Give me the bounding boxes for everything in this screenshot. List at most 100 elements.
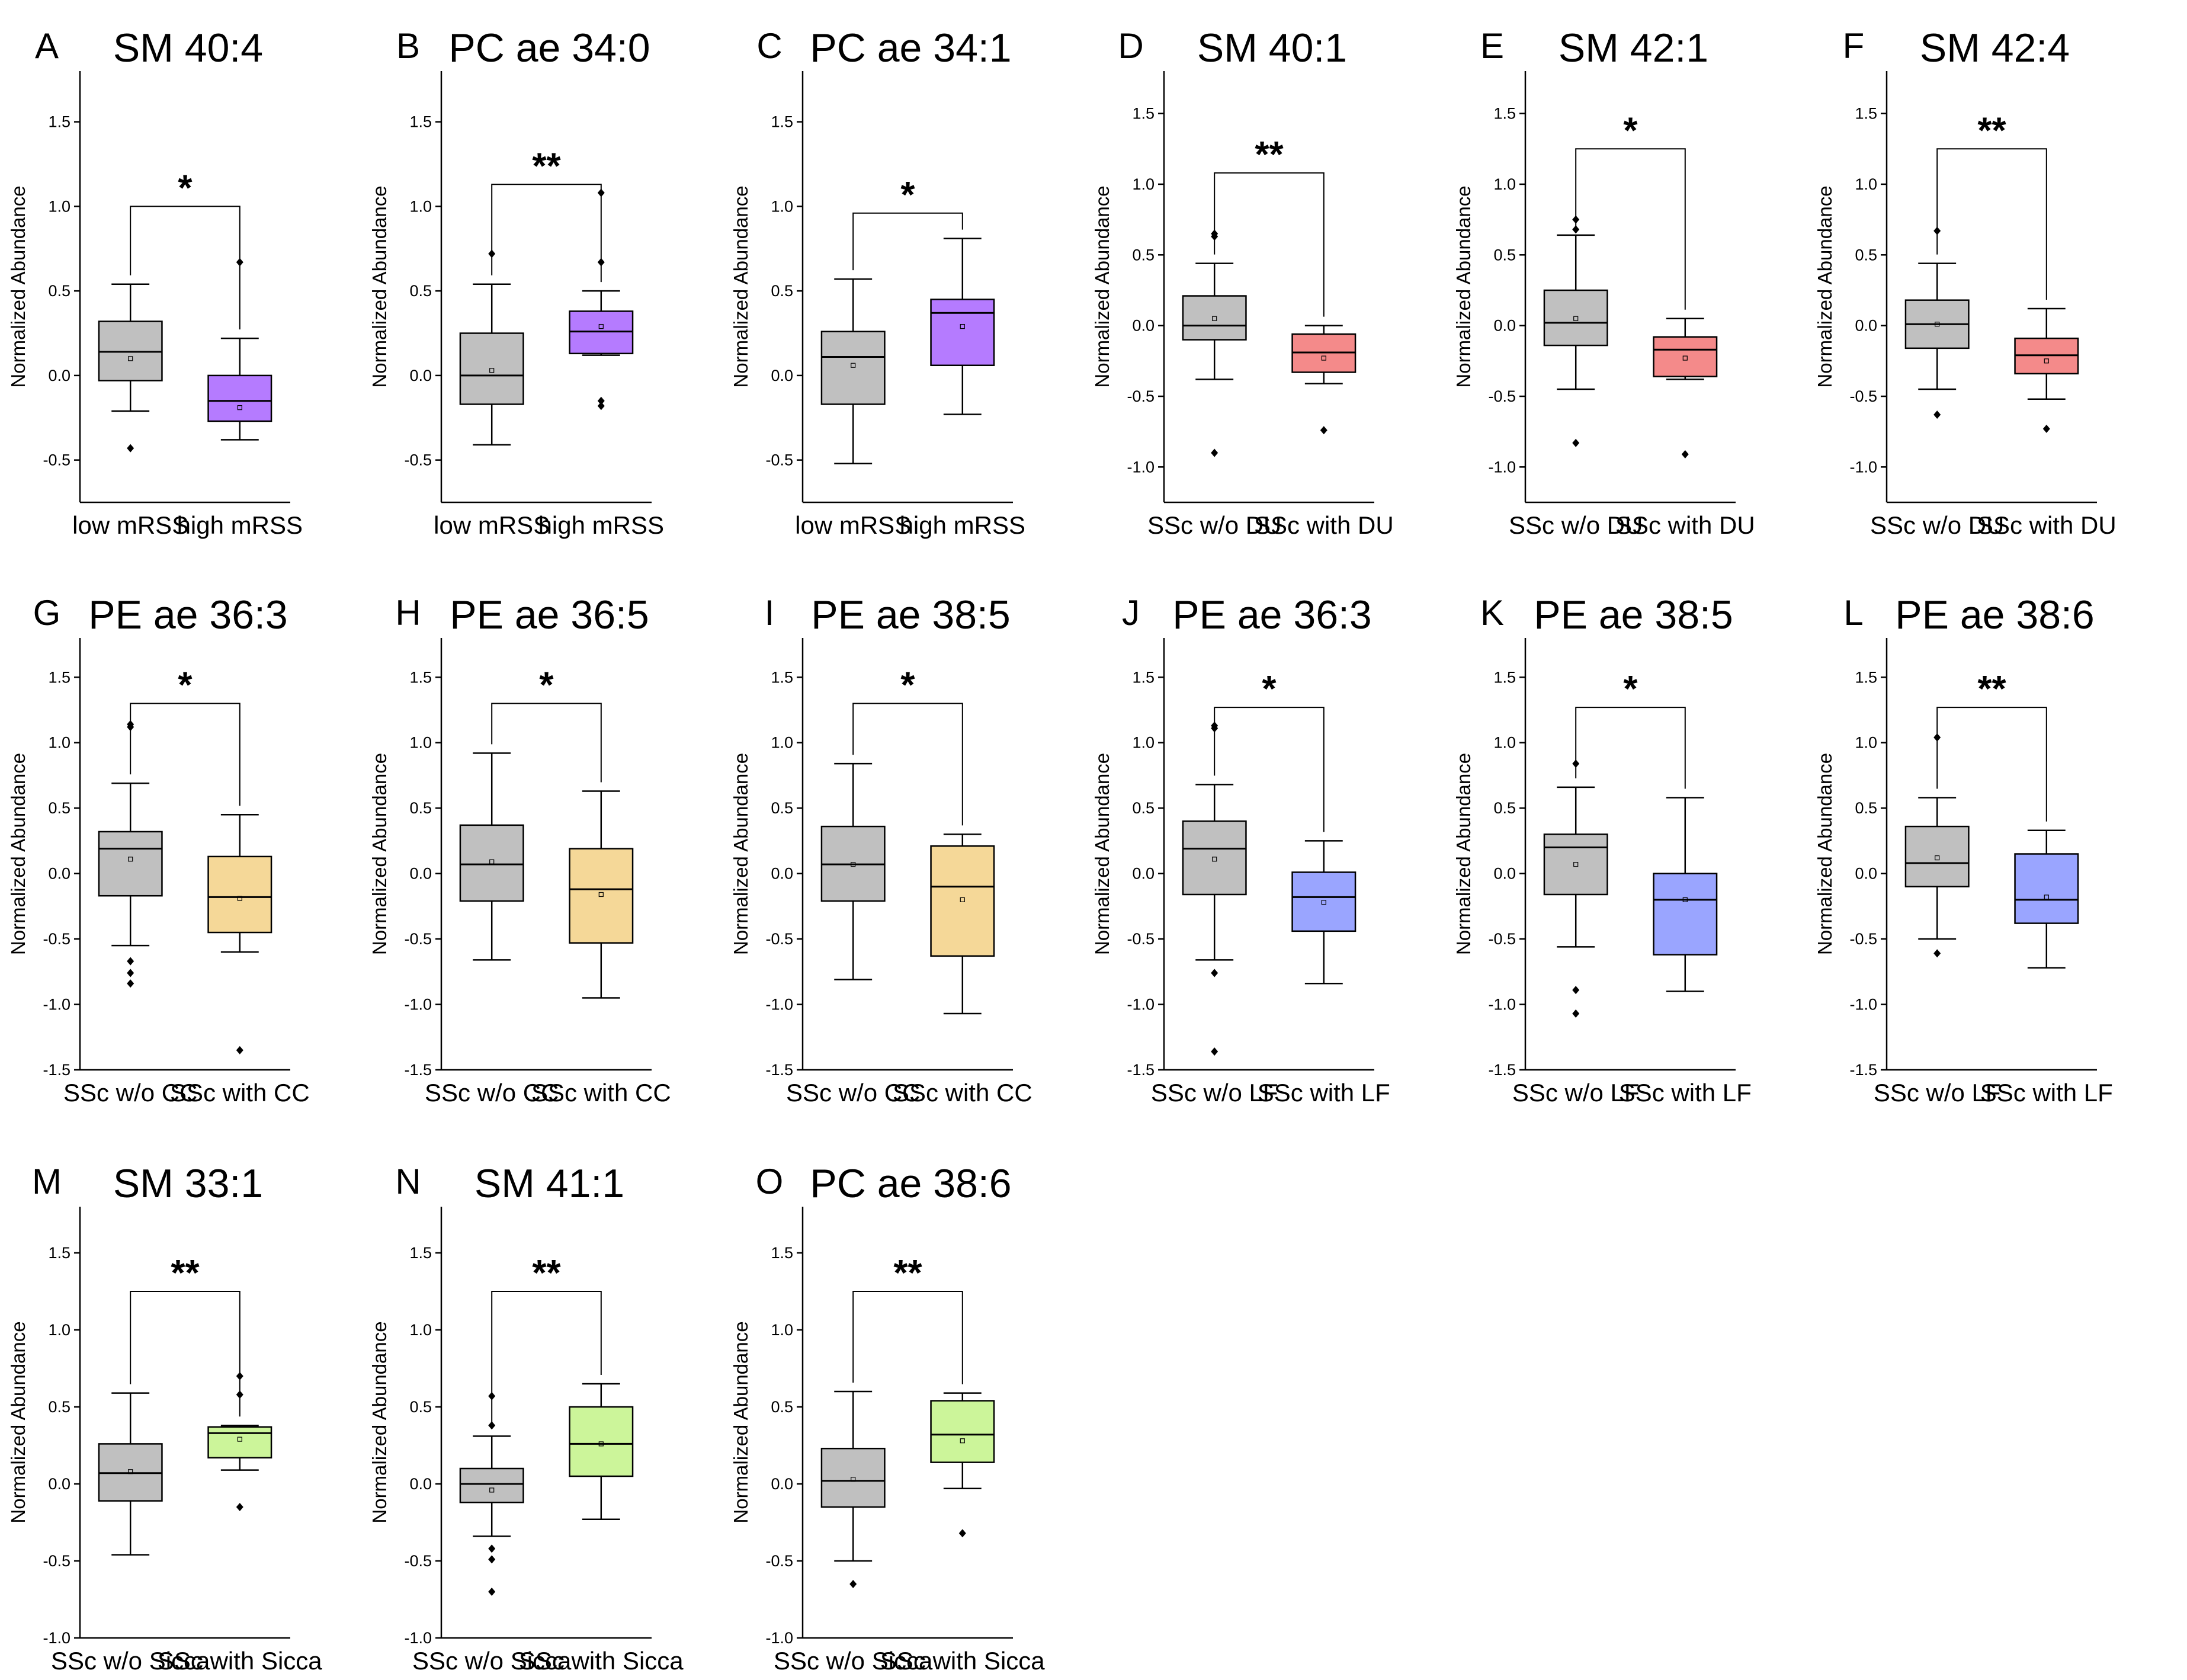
y-axis-label: Normalized Abundance [1814,185,1836,387]
outlier-point [488,1555,496,1564]
mean-marker [851,363,856,368]
y-tick-label: 1.5 [1132,668,1155,686]
box-group [207,855,272,934]
box-control [1182,295,1247,341]
significance-stars: * [178,665,193,706]
panel-h: H PE ae 36:5 Normalized Abundance -1.5 -1.0 -… [368,592,671,1107]
y-tick-label: 1.5 [409,668,432,686]
mean-marker [489,1487,495,1493]
significance-bracket [852,703,963,826]
y-axis-label: Normalized Abundance [7,753,29,955]
y-tick-label: 1.5 [1855,105,1877,123]
box-control [1182,820,1247,896]
y-tick-label: -0.5 [765,930,793,948]
y-tick-label: 1.5 [771,668,793,686]
outlier-point [1211,1047,1218,1056]
panel-letter: G [33,593,61,633]
significance-stars: ** [1977,110,2006,151]
significance-bracket [491,1291,602,1428]
y-tick-label: 0.0 [1493,865,1516,883]
outlier-point [488,1544,496,1553]
mean-marker [960,323,965,329]
panel-title: PE ae 38:6 [1895,592,2094,637]
significance-bracket [491,703,602,783]
panel-j: J PE ae 36:3 Normalized Abundance -1.5 -1.0 -… [1091,592,1390,1107]
outlier-point [236,1046,243,1054]
mean-marker [1935,855,1940,861]
x-category-label: SSc with CC [531,1079,671,1107]
y-tick-label: -1.0 [404,1629,432,1647]
box-control [1904,825,1970,887]
x-category-label: SSc with CC [893,1079,1032,1107]
y-tick-label: 1.5 [48,113,70,131]
y-axis-label: Normalized Abundance [368,1321,390,1523]
outlier-point [597,402,605,411]
x-category-label: SSc w/o Sicca [412,1647,572,1675]
y-tick-label: 1.5 [48,1244,70,1262]
significance-stars: ** [893,1253,922,1294]
x-category-label: SSc with LF [1980,1079,2113,1107]
panel-letter: D [1118,26,1143,66]
y-tick-label: 0.5 [1855,799,1877,817]
mean-marker [1212,316,1217,321]
y-axis-label: Normalized Abundance [1814,753,1836,955]
panel-letter: I [765,593,775,633]
significance-bracket [130,1291,240,1417]
x-category-label: SSc w/o CC [425,1079,559,1107]
y-tick-label: -0.5 [1849,387,1877,405]
panel-title: PE ae 38:5 [811,592,1010,637]
y-tick-label: -1.0 [1127,458,1155,476]
significance-stars: ** [171,1253,200,1294]
y-tick-label: -0.5 [1849,930,1877,948]
box-control [98,831,163,897]
significance-bracket [130,703,240,806]
x-category-label: SSc w/o DU [1147,511,1281,539]
mean-marker [237,405,242,411]
y-tick-label: -1.0 [1849,458,1877,476]
panel-title: PE ae 36:5 [450,592,649,637]
significance-stars: * [1262,669,1277,710]
x-category-label: SSc w/o DU [1509,511,1643,539]
y-tick-label: 0.0 [1132,317,1155,335]
y-tick-label: -1.0 [1488,458,1516,476]
y-tick-label: 0.0 [771,1475,793,1493]
y-tick-label: 1.5 [409,1244,432,1262]
box-control [820,1447,886,1508]
y-tick-label: -0.5 [404,451,432,469]
outlier-point [488,1588,496,1596]
y-tick-label: 1.0 [1855,734,1877,752]
mean-marker [1935,322,1940,327]
y-tick-label: -0.5 [43,1552,70,1570]
significance-stars: ** [1255,134,1284,175]
panel-n: N SM 41:1 Normalized Abundance -1.0 -0.5 0.0 0… [368,1161,684,1675]
mean-marker [237,1437,242,1442]
x-category-label: SSc w/o Sicca [51,1647,210,1675]
y-tick-label: 0.0 [409,865,432,883]
panel-d: D SM 40:1 Normalized Abundance -1.0 -0.5 0.0 0… [1091,25,1394,539]
y-tick-label: -1.0 [1849,996,1877,1014]
y-tick-label: 0.5 [1132,799,1155,817]
outlier-point [1320,426,1327,435]
box-group [207,1426,272,1459]
box-control [1543,833,1608,896]
box-group [1653,336,1718,377]
panel-title: SM 40:4 [113,25,263,70]
panel-o: O PC ae 38:6 Normalized Abundance -1.0 -0.5 0… [730,1161,1045,1675]
panel-k: K PE ae 38:5 Normalized Abundance -1.5 -1.0 -… [1452,592,1752,1107]
y-tick-label: -0.5 [765,1552,793,1570]
y-tick-label: 1.5 [409,113,432,131]
y-axis-label: Normalized Abundance [1091,185,1113,387]
panel-title: SM 40:1 [1197,25,1347,70]
mean-marker [2044,358,2049,364]
y-tick-label: -0.5 [765,451,793,469]
y-tick-label: 1.5 [1493,668,1516,686]
outlier-point [1572,1009,1580,1018]
x-category-label: high mRSS [538,511,664,539]
x-category-label: SSc w/o Sicca [774,1647,933,1675]
y-tick-label: 0.5 [48,799,70,817]
y-tick-label: 0.5 [1132,246,1155,264]
x-category-label: SSc w/o CC [786,1079,920,1107]
panel-letter: F [1843,26,1865,66]
significance-bracket [852,212,963,271]
x-category-label: SSc with DU [1977,511,2117,539]
